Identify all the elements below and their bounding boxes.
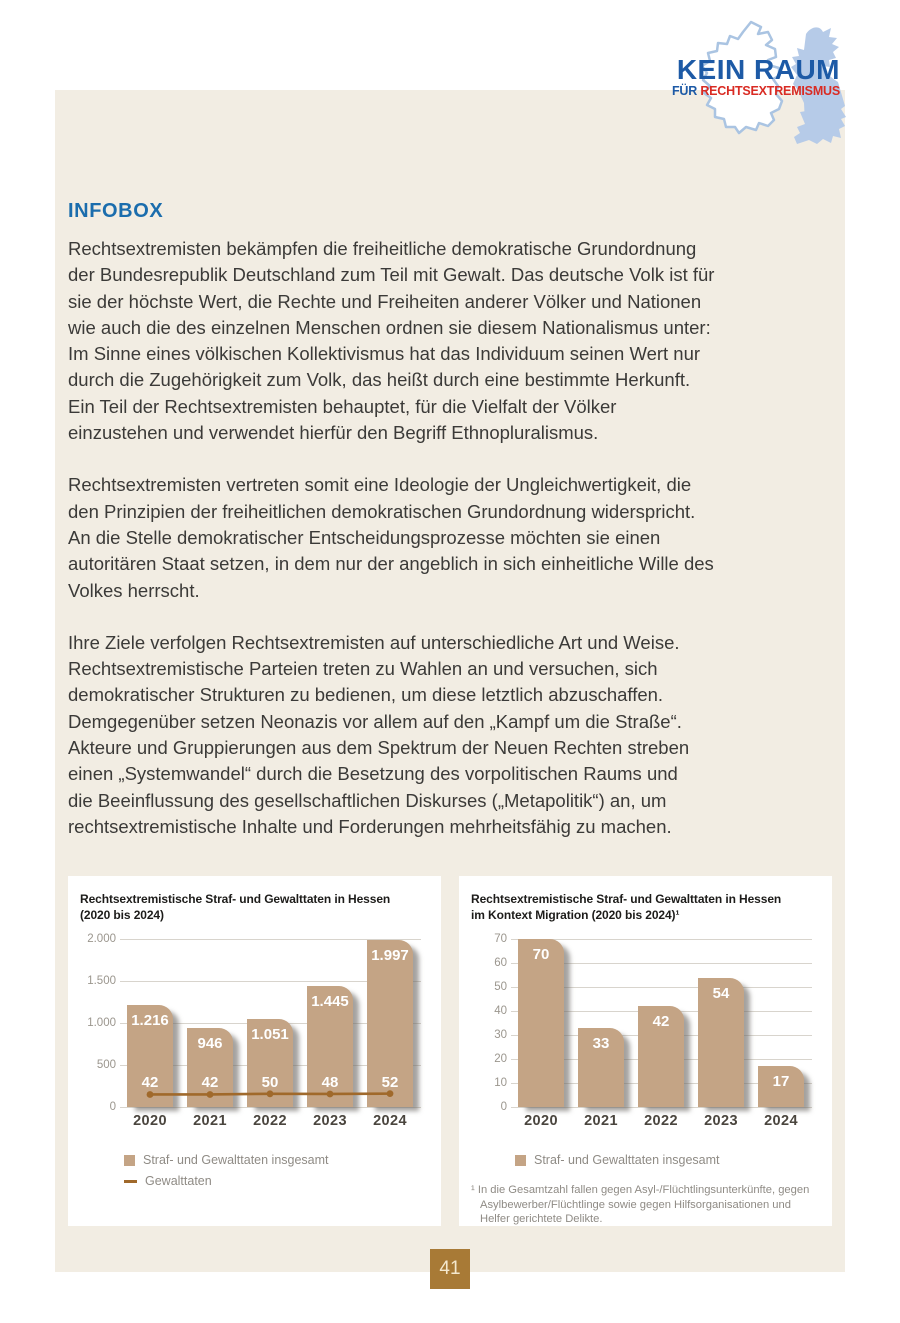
charts-row: Rechtsextremistische Straf- und Gewaltta… bbox=[68, 876, 832, 1227]
gridline bbox=[120, 939, 421, 941]
x-axis-label: 2024 bbox=[764, 1113, 798, 1130]
chart-legend: Straf- und Gewalttaten insgesamt Gewaltta… bbox=[124, 1153, 429, 1188]
line-value-label: 50 bbox=[261, 1074, 279, 1092]
bar-swatch-icon bbox=[515, 1154, 526, 1166]
line-point bbox=[266, 1090, 274, 1098]
bar-value-label: 33 bbox=[592, 1035, 610, 1053]
y-tick-label: 70 bbox=[494, 933, 507, 946]
legend-label: Straf- und Gewalttaten insgesamt bbox=[143, 1153, 329, 1168]
plot-area: 0 10 20 30 40 50 60 70 70 33 42 54 17 2020 2021 2022 202… bbox=[494, 933, 812, 1129]
bar-2023: 54 bbox=[698, 977, 744, 1108]
bar-2022: 42 bbox=[638, 1006, 684, 1108]
chart-title: Rechtsextremistische Straf- und Gewaltta… bbox=[471, 892, 782, 922]
y-tick-label: 60 bbox=[494, 957, 507, 970]
line-point bbox=[206, 1091, 214, 1099]
bar-value-label: 54 bbox=[712, 984, 730, 1002]
line-point bbox=[146, 1091, 154, 1099]
chart-straf-gewalttaten: Rechtsextremistische Straf- und Gewaltta… bbox=[68, 876, 441, 1227]
legend-row: Gewalttaten bbox=[124, 1174, 429, 1188]
line-point bbox=[326, 1090, 334, 1098]
infobox-paragraph-3: Ihre Ziele verfolgen Rechtsextremisten a… bbox=[68, 631, 690, 837]
gridline bbox=[511, 1107, 812, 1109]
chart-title: Rechtsextremistische Straf- und Gewaltta… bbox=[80, 892, 391, 922]
bar-value-label: 70 bbox=[532, 946, 550, 964]
x-axis-label: 2023 bbox=[313, 1113, 347, 1130]
legend-label: Gewalttaten bbox=[145, 1174, 212, 1189]
x-axis-label: 2020 bbox=[524, 1113, 558, 1130]
bar-value-label: 1.051 bbox=[251, 1025, 289, 1043]
bar-2020: 70 bbox=[518, 939, 564, 1108]
hessen-lion-icon bbox=[791, 27, 846, 144]
gridline bbox=[120, 1107, 421, 1109]
x-axis-label: 2022 bbox=[253, 1113, 287, 1130]
bar-swatch-icon bbox=[124, 1154, 135, 1166]
line-value-label: 52 bbox=[381, 1074, 399, 1092]
line-value-label: 42 bbox=[201, 1074, 219, 1092]
hessen-map-icon bbox=[700, 20, 846, 144]
legend-row: Straf- und Gewalttaten insgesamt bbox=[515, 1153, 820, 1167]
x-axis-label: 2022 bbox=[644, 1113, 678, 1130]
y-tick-label: 1.500 bbox=[87, 975, 116, 988]
bar-2020: 1.216 bbox=[127, 1005, 173, 1108]
brand-logo: KEIN RAUM FÜR RECHTSEXTREMISMUS bbox=[650, 16, 866, 148]
chart-migration: Rechtsextremistische Straf- und Gewaltta… bbox=[459, 876, 832, 1227]
y-tick-label: 1.000 bbox=[87, 1017, 116, 1030]
gridline bbox=[511, 987, 812, 989]
chart-legend: Straf- und Gewalttaten insgesamt bbox=[515, 1153, 820, 1167]
infobox-paragraph-1: Rechtsextremisten bekämpfen die freiheit… bbox=[68, 238, 715, 444]
line-value-label: 48 bbox=[321, 1074, 339, 1092]
page-number-badge: 41 bbox=[430, 1249, 470, 1289]
y-tick-label: 10 bbox=[494, 1077, 507, 1090]
y-tick-label: 40 bbox=[494, 1005, 507, 1018]
y-tick-label: 0 bbox=[109, 1101, 116, 1114]
gridline bbox=[511, 939, 812, 941]
bar-value-label: 1.997 bbox=[371, 946, 409, 964]
line-swatch-icon bbox=[124, 1179, 137, 1183]
x-axis-label: 2023 bbox=[704, 1113, 738, 1130]
x-axis-label: 2024 bbox=[373, 1113, 407, 1130]
x-axis-label: 2021 bbox=[193, 1113, 227, 1130]
bar-2023: 1.445 bbox=[307, 985, 353, 1108]
gridline bbox=[120, 981, 421, 983]
y-tick-label: 0 bbox=[500, 1101, 507, 1114]
bar-value-label: 1.445 bbox=[311, 992, 349, 1010]
line-value-label: 42 bbox=[141, 1074, 159, 1092]
logo-title: KEIN RAUM bbox=[676, 54, 840, 85]
y-tick-label: 20 bbox=[494, 1053, 507, 1066]
logo-subtitle: FÜR RECHTSEXTREMISMUS bbox=[671, 84, 840, 98]
bar-2024: 1.997 bbox=[367, 939, 413, 1108]
bar-value-label: 1.216 bbox=[131, 1012, 169, 1030]
bar-value-label: 42 bbox=[652, 1013, 670, 1031]
infobox-title: INFOBOX bbox=[68, 200, 164, 222]
infobox-paragraph-2: Rechtsextremisten vertreten somit eine I… bbox=[68, 474, 714, 601]
bar-value-label: 946 bbox=[197, 1034, 223, 1052]
gewalttaten-line bbox=[146, 1090, 394, 1099]
x-axis-label: 2020 bbox=[133, 1113, 167, 1130]
line-point bbox=[386, 1090, 394, 1098]
plot-area: 0 500 1.000 1.500 2.000 1.216 946 1.051 1.445 1.9… bbox=[87, 933, 421, 1129]
y-tick-label: 30 bbox=[494, 1029, 507, 1042]
y-tick-label: 2.000 bbox=[87, 933, 116, 946]
infobox-panel: INFOBOX Rechtsextremisten bekämpfen die … bbox=[55, 90, 845, 1272]
y-tick-label: 50 bbox=[494, 981, 507, 994]
x-axis-label: 2021 bbox=[584, 1113, 618, 1130]
legend-label: Straf- und Gewalttaten insgesamt bbox=[534, 1153, 720, 1168]
bar-2024: 17 bbox=[758, 1066, 804, 1108]
y-tick-label: 500 bbox=[96, 1059, 116, 1072]
bar-value-label: 17 bbox=[772, 1073, 790, 1091]
bar-2021: 33 bbox=[578, 1028, 624, 1108]
gridline bbox=[511, 963, 812, 965]
chart-footnote: ¹ In die Gesamtzahl fallen gegen Asyl-/F… bbox=[471, 1184, 810, 1226]
legend-row: Straf- und Gewalttaten insgesamt bbox=[124, 1153, 429, 1167]
